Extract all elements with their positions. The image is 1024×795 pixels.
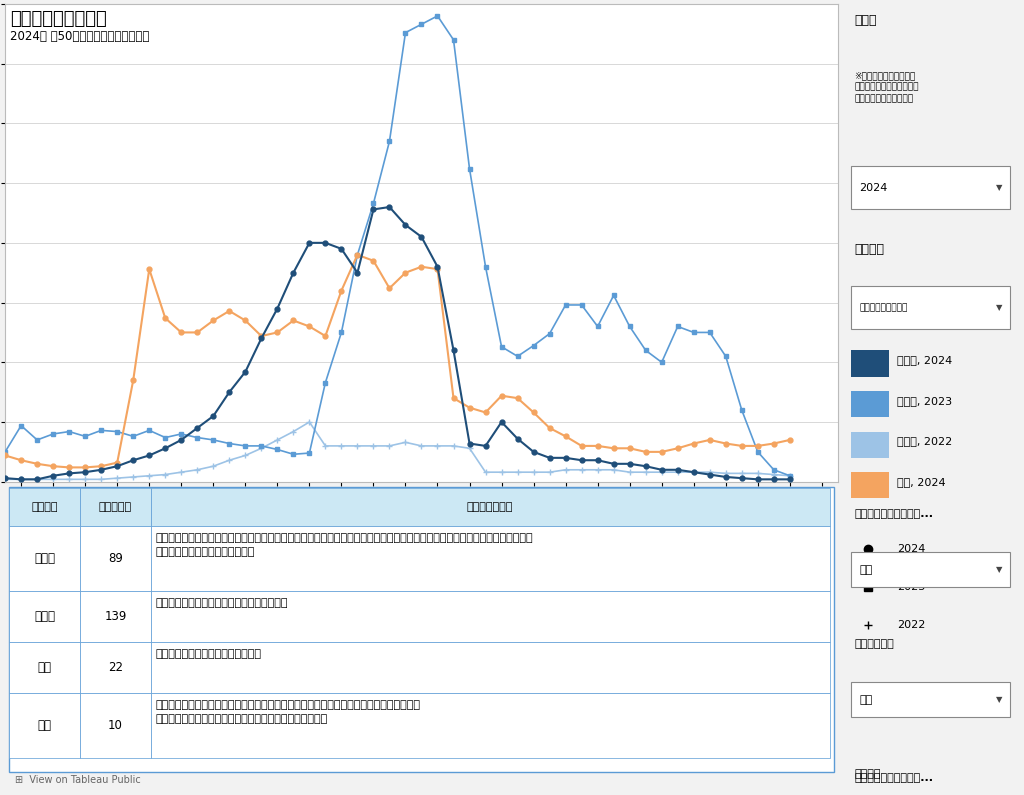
FancyBboxPatch shape bbox=[151, 526, 829, 591]
Text: 警報レベル（開始基準...: 警報レベル（開始基準... bbox=[854, 774, 933, 783]
Text: ＲＳウイルス感染症: ＲＳウイルス感染症 bbox=[859, 303, 907, 312]
Text: 2023: 2023 bbox=[897, 582, 926, 591]
FancyBboxPatch shape bbox=[9, 526, 80, 591]
Text: ▼: ▼ bbox=[996, 303, 1002, 312]
Text: 2024: 2024 bbox=[859, 183, 888, 193]
Bar bbox=[851, 351, 889, 377]
Text: 流行入り: 流行入り bbox=[854, 770, 881, 779]
Text: 表示: 表示 bbox=[859, 564, 872, 575]
Text: 急性出血性結膜炎　流行性角結膜炎: 急性出血性結膜炎 流行性角結膜炎 bbox=[155, 650, 261, 659]
FancyBboxPatch shape bbox=[851, 682, 1011, 717]
Text: 静岡県, 2022: 静岡県, 2022 bbox=[897, 436, 952, 446]
Text: 2024: 2024 bbox=[897, 544, 926, 553]
Text: 静岡県, 2024: 静岡県, 2024 bbox=[897, 355, 952, 365]
Text: 届出対象感染症: 届出対象感染症 bbox=[467, 502, 513, 512]
Bar bbox=[851, 472, 889, 498]
FancyBboxPatch shape bbox=[80, 642, 151, 692]
Text: 静岡県, 2023: 静岡県, 2023 bbox=[897, 396, 952, 405]
Text: ▼: ▼ bbox=[996, 565, 1002, 574]
Text: ⊞  View on Tableau Public: ⊞ View on Tableau Public bbox=[15, 775, 141, 785]
Bar bbox=[851, 432, 889, 458]
Text: 小児科: 小児科 bbox=[34, 553, 55, 565]
Text: 小・内: 小・内 bbox=[34, 610, 55, 623]
FancyBboxPatch shape bbox=[80, 526, 151, 591]
Text: ＲＳウイルス感染症　咽頭結膜熱　Ａ群溶血性レンサ球菌咽頭炎　感染性胃腸炎　水痘　手足口病　伝染性紅斑　突発性発しん
ヘルパンギーナ　流行性耳下腺炎: ＲＳウイルス感染症 咽頭結膜熱 Ａ群溶血性レンサ球菌咽頭炎 感染性胃腸炎 水痘 … bbox=[155, 533, 532, 557]
Text: 細菌性髄膜炎　無菌性髄膜炎　マイコプラズマ肺炎　クラミジア肺炎（オウム病は除く）
感染性胃腸炎（病原体がロタウイルスであるものに限る）: 細菌性髄膜炎 無菌性髄膜炎 マイコプラズマ肺炎 クラミジア肺炎（オウム病は除く）… bbox=[155, 700, 420, 723]
FancyBboxPatch shape bbox=[9, 488, 80, 526]
Text: 22: 22 bbox=[108, 661, 123, 674]
Bar bbox=[851, 391, 889, 417]
Text: インフルエンザ　新型コロナウイルス感染症: インフルエンザ 新型コロナウイルス感染症 bbox=[155, 599, 288, 608]
Text: 注意報レベル: 注意報レベル bbox=[854, 639, 894, 649]
FancyBboxPatch shape bbox=[9, 487, 834, 772]
Text: 定点把握感染症推移: 定点把握感染症推移 bbox=[10, 10, 106, 28]
FancyBboxPatch shape bbox=[151, 692, 829, 758]
Text: 表示: 表示 bbox=[859, 695, 872, 705]
Text: ▼: ▼ bbox=[996, 696, 1002, 704]
Text: 感染症名: 感染症名 bbox=[854, 242, 884, 256]
Text: 基幹: 基幹 bbox=[38, 719, 51, 731]
FancyBboxPatch shape bbox=[851, 553, 1011, 587]
Text: 2024年 第50週までのデータに基づく: 2024年 第50週までのデータに基づく bbox=[10, 30, 150, 43]
FancyBboxPatch shape bbox=[151, 642, 829, 692]
FancyBboxPatch shape bbox=[851, 286, 1011, 329]
FancyBboxPatch shape bbox=[151, 591, 829, 642]
Text: 89: 89 bbox=[108, 553, 123, 565]
FancyBboxPatch shape bbox=[9, 692, 80, 758]
Text: 県内定点数: 県内定点数 bbox=[99, 502, 132, 512]
Text: ※基準線の表示/非表示を
切り替えることができます: ※基準線の表示/非表示を 切り替えることができます bbox=[854, 692, 919, 713]
Text: 定点種別: 定点種別 bbox=[32, 502, 58, 512]
Text: ▼: ▼ bbox=[996, 184, 1002, 192]
Text: 全国, 2024: 全国, 2024 bbox=[897, 477, 946, 487]
FancyBboxPatch shape bbox=[851, 166, 1011, 209]
FancyBboxPatch shape bbox=[151, 488, 829, 526]
Text: 年選択: 年選択 bbox=[854, 14, 877, 26]
FancyBboxPatch shape bbox=[9, 591, 80, 642]
Text: 眼科: 眼科 bbox=[38, 661, 51, 674]
Text: 139: 139 bbox=[104, 610, 127, 623]
Text: 警報レベル（終息基準...: 警報レベル（終息基準... bbox=[854, 509, 933, 518]
FancyBboxPatch shape bbox=[80, 488, 151, 526]
FancyBboxPatch shape bbox=[80, 692, 151, 758]
Text: 10: 10 bbox=[108, 719, 123, 731]
Text: ※静岡県は選択した年を
含めた直近３年、全国は選
択した年のみを表示しま: ※静岡県は選択した年を 含めた直近３年、全国は選 択した年のみを表示しま bbox=[854, 71, 919, 103]
FancyBboxPatch shape bbox=[80, 591, 151, 642]
Text: 2022: 2022 bbox=[897, 620, 926, 630]
FancyBboxPatch shape bbox=[9, 642, 80, 692]
